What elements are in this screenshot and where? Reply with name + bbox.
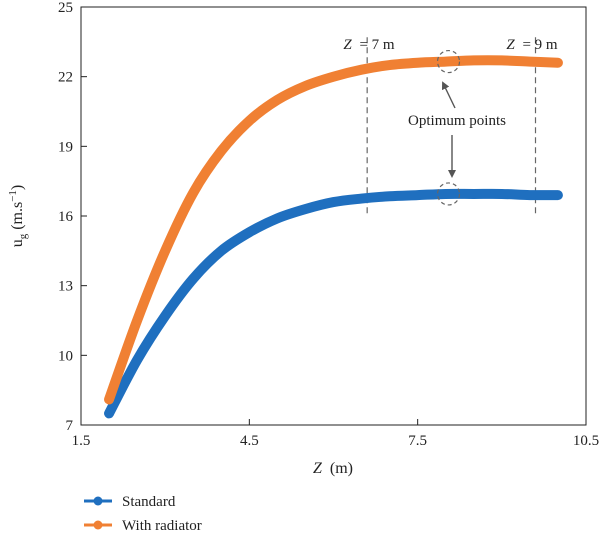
series-line-with-radiator	[104, 55, 563, 405]
x-axis-title: Z (m)	[313, 460, 353, 477]
vline-label-z9: Z = 9 m	[506, 37, 558, 53]
y-tick-label: 16	[58, 209, 74, 225]
optimum-point-marker	[436, 49, 461, 74]
legend: Standard With radiator	[84, 494, 202, 533]
legend-dot-standard	[93, 496, 103, 506]
y-tick-label: 13	[58, 279, 73, 295]
x-tick-label: 10.5	[573, 433, 599, 449]
series	[104, 55, 563, 419]
legend-dot-with-radiator	[93, 520, 103, 530]
y-axis-title: ug(m.s−1)	[7, 185, 29, 248]
optimum-markers	[436, 49, 461, 206]
y-tick-label: 7	[66, 418, 74, 434]
legend-label-with-radiator: With radiator	[122, 518, 202, 533]
x-tick-label: 4.5	[240, 433, 259, 449]
series-line-standard	[104, 188, 563, 419]
y-tick-label: 25	[58, 0, 73, 16]
legend-item-standard: Standard	[84, 494, 176, 510]
y-tick-label: 19	[58, 139, 73, 155]
y-tick-label: 10	[58, 348, 73, 364]
vline-label-z7: Z = 7 m	[343, 37, 395, 53]
plot-frame	[80, 6, 587, 426]
x-tick-label: 7.5	[408, 433, 427, 449]
legend-item-with-radiator: With radiator	[84, 518, 202, 533]
x-tick-label: 1.5	[72, 433, 91, 449]
optimum-points-label: Optimum points	[408, 113, 506, 129]
optimum-point-marker	[436, 182, 461, 206]
ticks: 1.5 4.5 7.5 10.5 7 10 13 16 19 22 25	[58, 0, 599, 449]
arrow-to-radiator-optimum	[441, 81, 456, 109]
legend-label-standard: Standard	[122, 494, 176, 510]
y-tick-label: 22	[58, 70, 73, 86]
